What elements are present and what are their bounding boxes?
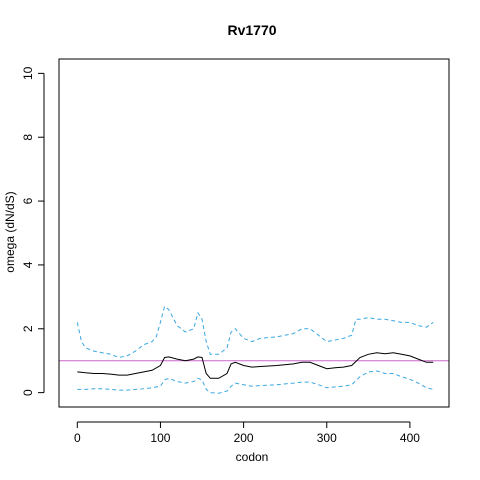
y-axis-label: omega (dN/dS) bbox=[3, 191, 17, 272]
plot-frame bbox=[58, 58, 450, 408]
series-line-0 bbox=[77, 352, 434, 379]
y-tick-label: 6 bbox=[21, 197, 35, 204]
series-line-2 bbox=[77, 370, 434, 394]
y-tick-label: 0 bbox=[21, 389, 35, 396]
x-tick-label: 200 bbox=[234, 431, 254, 445]
chart-title: Rv1770 bbox=[227, 22, 276, 38]
y-tick-label: 10 bbox=[21, 66, 35, 80]
x-tick-label: 100 bbox=[150, 431, 170, 445]
plot-area bbox=[59, 305, 449, 394]
series-line-1 bbox=[76, 305, 434, 359]
y-tick-label: 8 bbox=[21, 134, 35, 141]
y-tick-label: 2 bbox=[21, 325, 35, 332]
x-tick-label: 0 bbox=[74, 431, 81, 445]
x-axis-label: codon bbox=[236, 450, 269, 464]
y-tick-label: 4 bbox=[21, 261, 35, 268]
x-tick-label: 400 bbox=[400, 431, 420, 445]
x-tick-label: 300 bbox=[317, 431, 337, 445]
axes: 0 100 200 300 400 0 2 4 6 8 10 bbox=[21, 58, 450, 445]
